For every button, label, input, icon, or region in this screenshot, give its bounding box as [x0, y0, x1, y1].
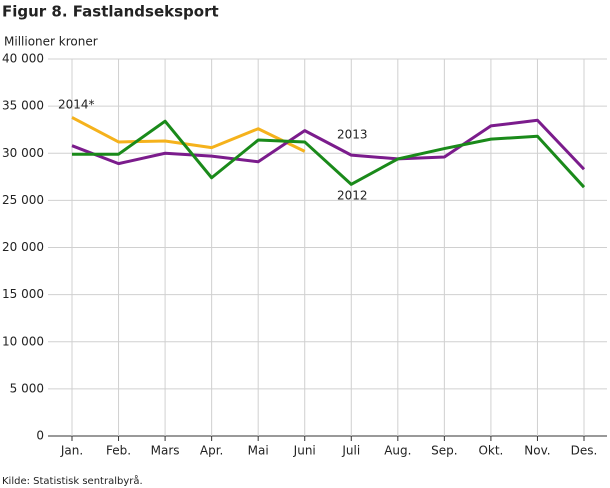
line-series [71, 118, 586, 171]
x-tick-label: Jan. [60, 444, 83, 458]
y-tick-label: 5 000 [10, 381, 44, 395]
x-tick-label: Des. [571, 444, 598, 458]
x-tick-label: Nov. [524, 444, 550, 458]
source: Kilde: Statistisk sentralbyrå. [2, 474, 143, 487]
y-tick-label: 20 000 [2, 240, 44, 254]
x-tick-label: Apr. [200, 444, 223, 458]
x-tick-label: Mai [248, 444, 269, 458]
y-tick-label: 30 000 [2, 146, 44, 160]
x-tick-label: Feb. [106, 444, 131, 458]
y-tick-label: 35 000 [2, 99, 44, 113]
y-tick-label: 10 000 [2, 334, 44, 348]
x-tick-label: Sep. [431, 444, 457, 458]
x-tick-label: Juni [293, 444, 316, 458]
x-tick-label: Mars [151, 444, 180, 458]
chart-title: Figur 8. Fastlandseksport [2, 3, 219, 21]
y-tick-label: 0 [36, 429, 44, 443]
line-series [71, 116, 306, 153]
series-label: 2012 [337, 189, 368, 203]
y-tick-label: 15 000 [2, 287, 44, 301]
x-tick-label: Juli [341, 444, 360, 458]
series-label: 2013 [337, 128, 368, 142]
x-tick-label: Okt. [478, 444, 503, 458]
y-tick-label: 25 000 [2, 193, 44, 207]
y-tick-label: 40 000 [2, 52, 44, 66]
series-label: 2014* [58, 98, 95, 112]
y-axis-label: Millioner kroner [4, 35, 98, 49]
line-series [72, 119, 586, 189]
x-tick-label: Aug. [384, 444, 411, 458]
